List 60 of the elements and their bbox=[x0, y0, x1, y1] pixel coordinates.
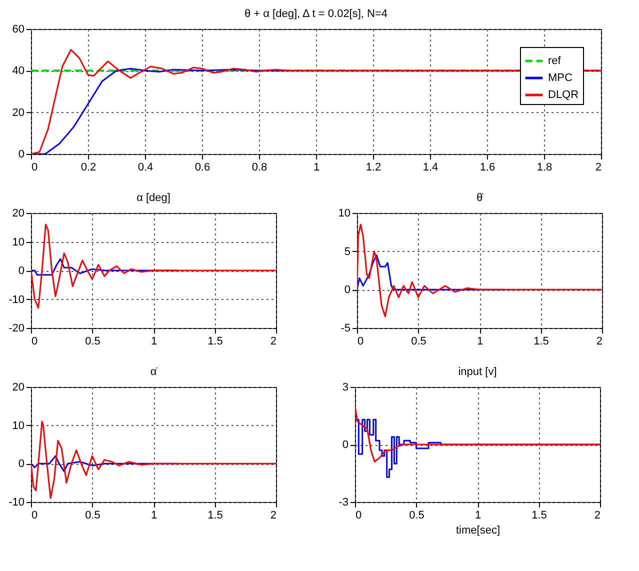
y-tick-label: 10 bbox=[12, 236, 24, 248]
x-tick-label: 1 bbox=[150, 510, 158, 522]
y-tick-label: 60 bbox=[12, 24, 24, 36]
x-tick-label: 2 bbox=[594, 510, 600, 522]
x-tick-label: 1 bbox=[476, 336, 484, 348]
y-tick-label: 0 bbox=[18, 148, 24, 160]
y-tick-label: -20 bbox=[8, 322, 24, 334]
x-tick-label: 0.5 bbox=[85, 510, 100, 522]
x-tick-label: 0 bbox=[32, 336, 38, 348]
x-tick-label: 0 bbox=[32, 162, 38, 174]
y-tick-label: 0 bbox=[342, 439, 348, 451]
y-tick-label: -3 bbox=[338, 496, 348, 508]
x-axis-title: time[sec] bbox=[456, 524, 500, 536]
chart-title: α̇ bbox=[150, 366, 158, 378]
x-tick-label: 2 bbox=[596, 336, 602, 348]
y-tick-label: 10 bbox=[338, 208, 350, 220]
y-tick-label: -10 bbox=[8, 496, 24, 508]
y-tick-label: 40 bbox=[12, 65, 24, 78]
x-tick-label: 0.8 bbox=[252, 162, 268, 174]
chart-title: input [v] bbox=[458, 366, 497, 378]
y-tick-label: 20 bbox=[12, 106, 24, 119]
y-tick-label: 10 bbox=[12, 420, 24, 432]
chart-title: α [deg] bbox=[136, 192, 170, 204]
y-tick-label: 20 bbox=[12, 382, 24, 394]
x-tick-label: 1.4 bbox=[422, 162, 438, 174]
x-tick-label: 1.5 bbox=[532, 510, 547, 522]
x-tick-label: 0.4 bbox=[138, 162, 154, 174]
y-tick-label: 20 bbox=[12, 208, 24, 220]
x-tick-label: 2 bbox=[270, 336, 276, 348]
x-tick-label: 1.6 bbox=[480, 162, 496, 174]
x-tick-label: 1 bbox=[150, 336, 158, 348]
x-tick-label: 0.2 bbox=[80, 162, 96, 174]
x-tick-label: 1.5 bbox=[208, 510, 223, 522]
x-tick-label: 0.5 bbox=[411, 336, 426, 348]
y-tick-label: -10 bbox=[8, 294, 24, 306]
x-tick-label: 1.5 bbox=[534, 336, 549, 348]
chart-title: θ̇ bbox=[476, 192, 484, 204]
legend-label: MPC bbox=[548, 72, 572, 84]
legend-label: ref bbox=[548, 55, 562, 67]
x-tick-label: 2 bbox=[595, 162, 602, 174]
x-tick-label: 1.8 bbox=[536, 162, 552, 174]
x-tick-label: 1 bbox=[474, 510, 482, 522]
x-tick-label: 0.6 bbox=[194, 162, 210, 174]
x-tick-label: 1 bbox=[313, 162, 320, 174]
x-tick-label: 0.5 bbox=[409, 510, 424, 522]
x-tick-label: 0 bbox=[356, 510, 362, 522]
y-tick-label: 3 bbox=[342, 382, 348, 394]
x-tick-label: 0 bbox=[32, 510, 38, 522]
legend-label: DLQR bbox=[548, 89, 579, 101]
x-tick-label: 1.5 bbox=[208, 336, 223, 348]
x-tick-label: 2 bbox=[270, 510, 276, 522]
x-tick-label: 0.5 bbox=[85, 336, 100, 348]
x-tick-label: 0 bbox=[358, 336, 364, 348]
y-tick-label: 0 bbox=[18, 458, 24, 470]
x-tick-label: 1.2 bbox=[366, 162, 382, 174]
y-tick-label: -5 bbox=[340, 322, 350, 334]
y-tick-label: 5 bbox=[344, 246, 350, 258]
y-tick-label: 0 bbox=[344, 284, 350, 296]
y-tick-label: 0 bbox=[18, 265, 24, 277]
chart-title: θ + α [deg], Δ t = 0.02[s], N=4 bbox=[244, 8, 388, 20]
